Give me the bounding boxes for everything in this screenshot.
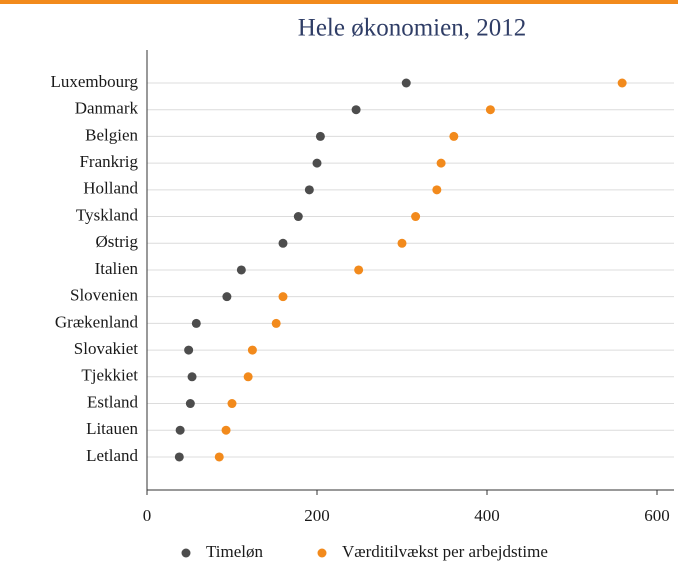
dot [222, 292, 232, 302]
dot [436, 158, 446, 168]
dot [187, 372, 197, 382]
y-tick-label: Litauen [86, 419, 138, 438]
chart-title: Hele økonomien, 2012 [298, 15, 526, 42]
x-tick-label: 0 [143, 506, 152, 525]
dot [304, 185, 314, 195]
y-tick-label: Tyskland [76, 205, 139, 224]
dot [411, 212, 421, 222]
y-tick-label: Slovenien [70, 286, 138, 305]
dot [485, 105, 495, 115]
dot [247, 345, 257, 355]
dot [227, 399, 237, 409]
top-bar [0, 0, 678, 4]
y-tick-label: Danmark [75, 99, 139, 118]
dot [243, 372, 253, 382]
legend-marker [181, 548, 191, 558]
y-tick-label: Italien [95, 259, 139, 278]
dot [271, 318, 281, 328]
dot [315, 131, 325, 141]
y-tick-label: Tjekkiet [81, 366, 138, 385]
dot [293, 212, 303, 222]
dot [312, 158, 322, 168]
y-tick-label: Slovakiet [74, 339, 138, 358]
x-tick-label: 600 [644, 506, 670, 525]
dot [354, 265, 364, 275]
y-tick-label: Luxembourg [50, 72, 138, 91]
y-tick-label: Holland [83, 179, 138, 198]
dot [351, 105, 361, 115]
dot [221, 425, 231, 435]
x-tick-label: 400 [474, 506, 500, 525]
y-tick-label: Letland [86, 446, 138, 465]
y-tick-label: Østrig [96, 232, 139, 251]
y-tick-label: Estland [87, 392, 138, 411]
y-tick-label: Frankrig [79, 152, 138, 171]
dot [174, 452, 184, 462]
legend-marker [317, 548, 327, 558]
legend-label: Værditilvækst per arbejdstime [342, 542, 548, 561]
dot [185, 399, 195, 409]
dot [397, 238, 407, 248]
dot [278, 238, 288, 248]
dot [175, 425, 185, 435]
legend-label: Timeløn [206, 542, 264, 561]
dot [214, 452, 224, 462]
dot [236, 265, 246, 275]
dot [432, 185, 442, 195]
x-tick-label: 200 [304, 506, 330, 525]
dot [278, 292, 288, 302]
y-tick-label: Belgien [85, 125, 138, 144]
dot [184, 345, 194, 355]
y-tick-label: Grækenland [55, 312, 139, 331]
dot [617, 78, 627, 88]
dot [191, 318, 201, 328]
dot [401, 78, 411, 88]
dot [449, 131, 459, 141]
